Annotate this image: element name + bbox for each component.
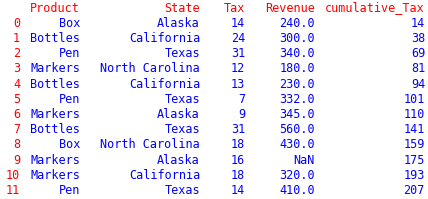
Text: Markers: Markers	[30, 62, 80, 75]
Text: 69: 69	[411, 47, 425, 60]
Text: North Carolina: North Carolina	[100, 62, 200, 75]
Text: 101: 101	[404, 93, 425, 106]
Text: 240.0: 240.0	[279, 17, 315, 30]
Text: NaN: NaN	[294, 153, 315, 167]
Text: 2: 2	[13, 47, 20, 60]
Text: 13: 13	[231, 77, 245, 91]
Text: 332.0: 332.0	[279, 93, 315, 106]
Text: California: California	[129, 77, 200, 91]
Text: 560.0: 560.0	[279, 123, 315, 136]
Text: Product: Product	[30, 2, 80, 15]
Text: 180.0: 180.0	[279, 62, 315, 75]
Text: 18: 18	[231, 169, 245, 182]
Text: 8: 8	[13, 138, 20, 151]
Text: Pen: Pen	[59, 47, 80, 60]
Text: 4: 4	[13, 77, 20, 91]
Text: Alaska: Alaska	[157, 17, 200, 30]
Text: 345.0: 345.0	[279, 108, 315, 121]
Text: Markers: Markers	[30, 108, 80, 121]
Text: 94: 94	[411, 77, 425, 91]
Text: 300.0: 300.0	[279, 32, 315, 45]
Text: 9: 9	[13, 153, 20, 167]
Text: 410.0: 410.0	[279, 184, 315, 197]
Text: Bottles: Bottles	[30, 123, 80, 136]
Text: 24: 24	[231, 32, 245, 45]
Text: Alaska: Alaska	[157, 108, 200, 121]
Text: 110: 110	[404, 108, 425, 121]
Text: 175: 175	[404, 153, 425, 167]
Text: 5: 5	[13, 93, 20, 106]
Text: 18: 18	[231, 138, 245, 151]
Text: State: State	[164, 2, 200, 15]
Text: Bottles: Bottles	[30, 77, 80, 91]
Text: cumulative_Tax: cumulative_Tax	[325, 2, 425, 15]
Text: California: California	[129, 32, 200, 45]
Text: 14: 14	[411, 17, 425, 30]
Text: 12: 12	[231, 62, 245, 75]
Text: 9: 9	[238, 108, 245, 121]
Text: Box: Box	[59, 138, 80, 151]
Text: 14: 14	[231, 184, 245, 197]
Text: North Carolina: North Carolina	[100, 138, 200, 151]
Text: Texas: Texas	[164, 123, 200, 136]
Text: 230.0: 230.0	[279, 77, 315, 91]
Text: 38: 38	[411, 32, 425, 45]
Text: 340.0: 340.0	[279, 47, 315, 60]
Text: Box: Box	[59, 17, 80, 30]
Text: 10: 10	[6, 169, 20, 182]
Text: 14: 14	[231, 17, 245, 30]
Text: 16: 16	[231, 153, 245, 167]
Text: 6: 6	[13, 108, 20, 121]
Text: 1: 1	[13, 32, 20, 45]
Text: 320.0: 320.0	[279, 169, 315, 182]
Text: 31: 31	[231, 123, 245, 136]
Text: Texas: Texas	[164, 184, 200, 197]
Text: Texas: Texas	[164, 47, 200, 60]
Text: 81: 81	[411, 62, 425, 75]
Text: Alaska: Alaska	[157, 153, 200, 167]
Text: 7: 7	[238, 93, 245, 106]
Text: 7: 7	[13, 123, 20, 136]
Text: 141: 141	[404, 123, 425, 136]
Text: 193: 193	[404, 169, 425, 182]
Text: 430.0: 430.0	[279, 138, 315, 151]
Text: Pen: Pen	[59, 184, 80, 197]
Text: 3: 3	[13, 62, 20, 75]
Text: 0: 0	[13, 17, 20, 30]
Text: 159: 159	[404, 138, 425, 151]
Text: 11: 11	[6, 184, 20, 197]
Text: Bottles: Bottles	[30, 32, 80, 45]
Text: Pen: Pen	[59, 93, 80, 106]
Text: Markers: Markers	[30, 153, 80, 167]
Text: Tax: Tax	[223, 2, 245, 15]
Text: 31: 31	[231, 47, 245, 60]
Text: Texas: Texas	[164, 93, 200, 106]
Text: 207: 207	[404, 184, 425, 197]
Text: Revenue: Revenue	[265, 2, 315, 15]
Text: Markers: Markers	[30, 169, 80, 182]
Text: California: California	[129, 169, 200, 182]
